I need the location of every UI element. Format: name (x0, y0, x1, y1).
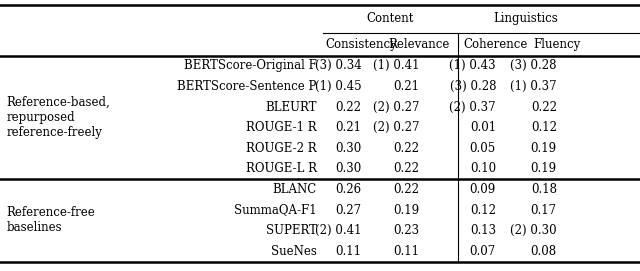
Text: (1) 0.37: (1) 0.37 (510, 80, 557, 93)
Text: Coherence: Coherence (464, 38, 528, 50)
Text: ROUGE-L R: ROUGE-L R (246, 162, 317, 175)
Text: 0.19: 0.19 (531, 142, 557, 155)
Text: 0.30: 0.30 (335, 142, 362, 155)
Text: (2) 0.27: (2) 0.27 (372, 121, 419, 134)
Text: 0.08: 0.08 (531, 245, 557, 258)
Text: 0.10: 0.10 (470, 162, 496, 175)
Text: Content: Content (367, 12, 414, 25)
Text: ROUGE-1 R: ROUGE-1 R (246, 121, 317, 134)
Text: 0.12: 0.12 (531, 121, 557, 134)
Text: 0.21: 0.21 (393, 80, 419, 93)
Text: 0.01: 0.01 (470, 121, 496, 134)
Text: BERTScore-Original F: BERTScore-Original F (184, 59, 317, 72)
Text: (3) 0.34: (3) 0.34 (315, 59, 362, 72)
Text: Linguistics: Linguistics (493, 12, 559, 25)
Text: Fluency: Fluency (533, 38, 580, 50)
Text: 0.07: 0.07 (470, 245, 496, 258)
Text: (3) 0.28: (3) 0.28 (510, 59, 557, 72)
Text: 0.13: 0.13 (470, 224, 496, 237)
Text: 0.17: 0.17 (531, 204, 557, 217)
Text: (1) 0.41: (1) 0.41 (372, 59, 419, 72)
Text: (2) 0.27: (2) 0.27 (372, 101, 419, 114)
Text: (1) 0.43: (1) 0.43 (449, 59, 496, 72)
Text: 0.18: 0.18 (531, 183, 557, 196)
Text: 0.21: 0.21 (335, 121, 362, 134)
Text: SummaQA-F1: SummaQA-F1 (234, 204, 317, 217)
Text: ROUGE-2 R: ROUGE-2 R (246, 142, 317, 155)
Text: Consistency: Consistency (326, 38, 397, 50)
Text: Reference-free
baselines: Reference-free baselines (6, 206, 95, 234)
Text: 0.22: 0.22 (393, 162, 419, 175)
Text: 0.11: 0.11 (335, 245, 362, 258)
Text: BLANC: BLANC (273, 183, 317, 196)
Text: 0.19: 0.19 (531, 162, 557, 175)
Text: BERTScore-Sentence P: BERTScore-Sentence P (177, 80, 317, 93)
Text: (2) 0.41: (2) 0.41 (315, 224, 362, 237)
Text: (2) 0.30: (2) 0.30 (510, 224, 557, 237)
Text: 0.05: 0.05 (470, 142, 496, 155)
Text: 0.11: 0.11 (393, 245, 419, 258)
Text: 0.12: 0.12 (470, 204, 496, 217)
Text: BLEURT: BLEURT (266, 101, 317, 114)
Text: 0.27: 0.27 (335, 204, 362, 217)
Text: (2) 0.37: (2) 0.37 (449, 101, 496, 114)
Text: 0.22: 0.22 (335, 101, 362, 114)
Text: 0.26: 0.26 (335, 183, 362, 196)
Text: 0.19: 0.19 (393, 204, 419, 217)
Text: Reference-based,
repurposed
reference-freely: Reference-based, repurposed reference-fr… (6, 96, 110, 139)
Text: 0.22: 0.22 (531, 101, 557, 114)
Text: 0.30: 0.30 (335, 162, 362, 175)
Text: SueNes: SueNes (271, 245, 317, 258)
Text: 0.09: 0.09 (470, 183, 496, 196)
Text: (3) 0.28: (3) 0.28 (449, 80, 496, 93)
Text: SUPERT: SUPERT (266, 224, 317, 237)
Text: (1) 0.45: (1) 0.45 (315, 80, 362, 93)
Text: 0.22: 0.22 (393, 183, 419, 196)
Text: 0.23: 0.23 (393, 224, 419, 237)
Text: 0.22: 0.22 (393, 142, 419, 155)
Text: Relevance: Relevance (388, 38, 450, 50)
